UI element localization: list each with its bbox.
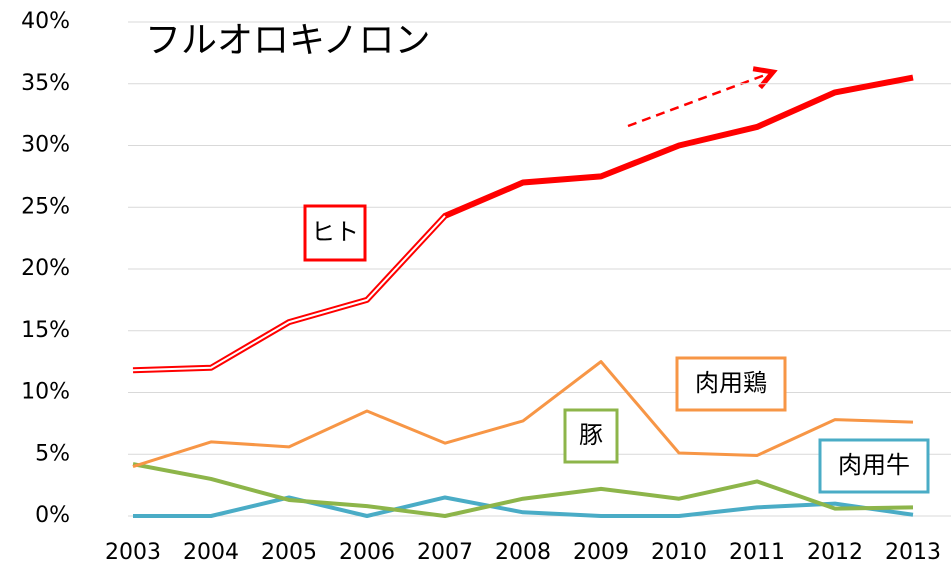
x-tick-label: 2008 [495, 540, 551, 565]
series-label: 肉用鶏 [695, 369, 767, 397]
x-tick-label: 2004 [183, 540, 239, 565]
series-line [132, 74, 914, 374]
y-tick-label: 30% [21, 133, 70, 158]
chart-title: フルオロキノロン [145, 20, 430, 61]
x-tick-label: 2009 [573, 540, 629, 565]
series-label-box [675, 356, 787, 412]
y-tick-label: 15% [21, 318, 70, 343]
series-label: 豚 [579, 421, 603, 449]
series-line [132, 462, 914, 518]
y-tick-label: 20% [21, 256, 70, 281]
series-line [132, 360, 914, 469]
trend-arrow [627, 72, 773, 128]
x-tick-label: 2005 [261, 540, 317, 565]
y-tick-label: 25% [21, 194, 70, 219]
y-tick-label: 5% [35, 441, 70, 466]
series-label-box [303, 204, 367, 262]
series-line [133, 495, 914, 518]
x-tick-label: 2012 [807, 540, 863, 565]
x-tick-label: 2013 [885, 540, 941, 565]
hollow-style [132, 215, 446, 372]
x-tick-label: 2006 [339, 540, 395, 565]
x-tick-label: 2003 [105, 540, 161, 565]
x-tick-label: 2010 [651, 540, 707, 565]
x-tick-label: 2007 [417, 540, 473, 565]
series-label: 肉用牛 [838, 451, 910, 479]
y-tick-label: 10% [21, 380, 70, 405]
x-tick-label: 2011 [729, 540, 785, 565]
y-tick-label: 0% [35, 503, 70, 528]
series-label: ヒト [311, 218, 359, 246]
y-tick-label: 35% [21, 71, 70, 96]
series-label-box [818, 438, 930, 494]
series-label-box [563, 408, 619, 464]
y-tick-label: 40% [21, 9, 70, 34]
